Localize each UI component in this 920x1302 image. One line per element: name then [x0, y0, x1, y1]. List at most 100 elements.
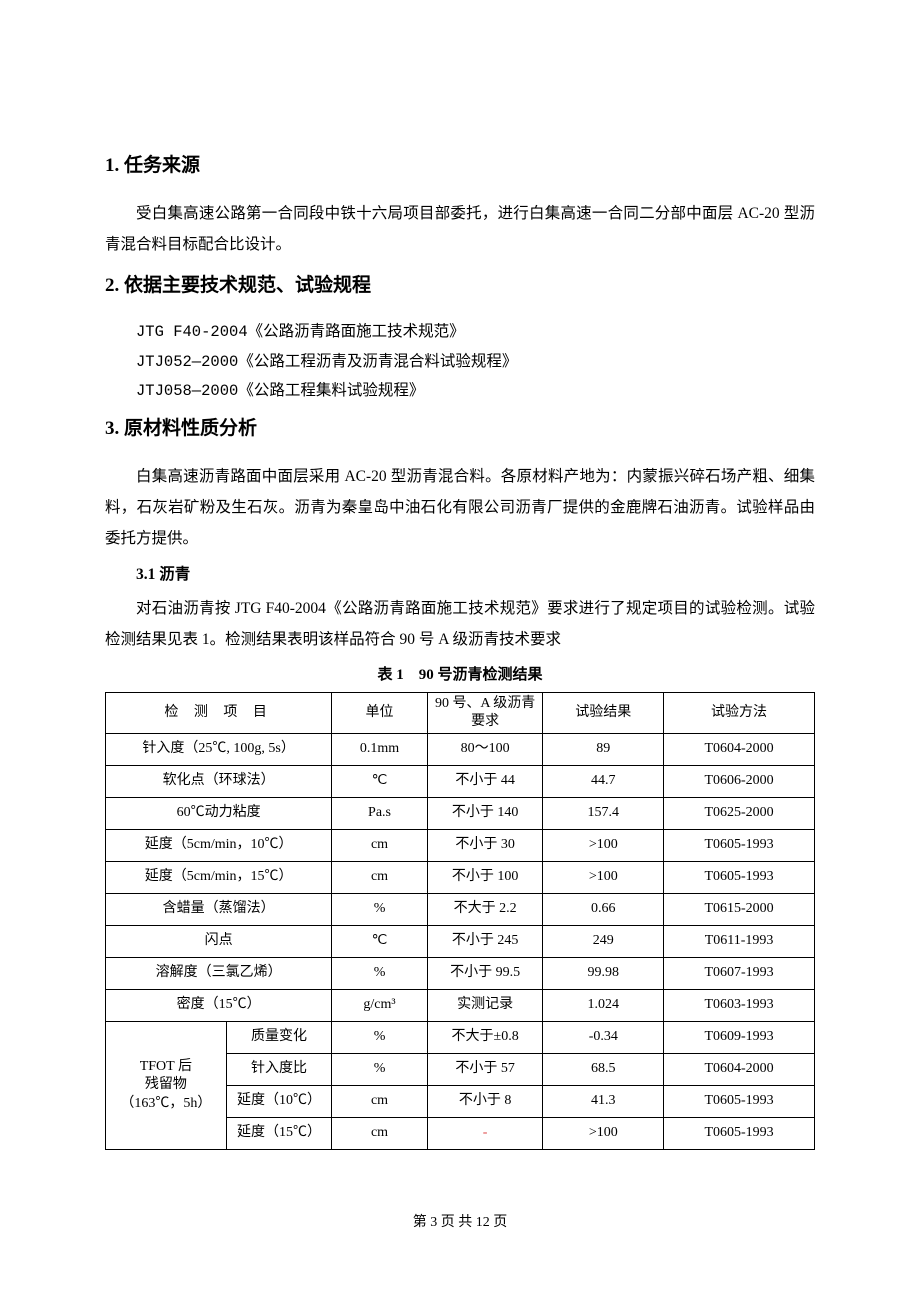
cell-method: T0611-1993: [664, 925, 815, 957]
heading-1-title: 任务来源: [124, 155, 200, 176]
cell-res: 41.3: [543, 1085, 664, 1117]
cell-req: 不小于 99.5: [427, 957, 543, 989]
cell-res: 44.7: [543, 765, 664, 797]
th-item: 检 测 项 目: [106, 692, 332, 733]
cell-res: 99.98: [543, 957, 664, 989]
cell-req: 不小于 57: [427, 1053, 543, 1085]
cell-item: 针入度（25℃, 100g, 5s）: [106, 733, 332, 765]
cell-res: 89: [543, 733, 664, 765]
cell-method: T0603-1993: [664, 989, 815, 1021]
cell-unit: ℃: [332, 925, 428, 957]
cell-res: -0.34: [543, 1021, 664, 1053]
cell-item: 含蜡量（蒸馏法）: [106, 893, 332, 925]
cell-item: 延度（15℃）: [226, 1117, 332, 1149]
cell-item: 延度（5cm/min，15℃）: [106, 861, 332, 893]
cell-unit: g/cm³: [332, 989, 428, 1021]
cell-item: 60℃动力粘度: [106, 797, 332, 829]
cell-unit: %: [332, 957, 428, 989]
cell-unit: %: [332, 1053, 428, 1085]
para-3-1: 对石油沥青按 JTG F40-2004《公路沥青路面施工技术规范》要求进行了规定…: [105, 593, 815, 655]
cell-method: T0604-2000: [664, 733, 815, 765]
cell-unit: Pa.s: [332, 797, 428, 829]
cell-method: T0615-2000: [664, 893, 815, 925]
spec-line-1: JTG F40-2004《公路沥青路面施工技术规范》: [136, 318, 815, 347]
heading-2: 2. 依据主要技术规范、试验规程: [105, 268, 815, 304]
table-row: TFOT 后 残留物 （163℃，5h） 质量变化%不大于±0.8-0.34T0…: [106, 1021, 815, 1053]
cell-res: >100: [543, 829, 664, 861]
cell-unit: ℃: [332, 765, 428, 797]
th-res: 试验结果: [543, 692, 664, 733]
table-row: 含蜡量（蒸馏法）%不大于 2.20.66T0615-2000: [106, 893, 815, 925]
page-footer: 第 3 页 共 12 页: [0, 1210, 920, 1237]
cell-res: 68.5: [543, 1053, 664, 1085]
th-req: 90 号、A 级沥青要求: [427, 692, 543, 733]
table-row: 闪点℃不小于 245249T0611-1993: [106, 925, 815, 957]
para-1: 受白集高速公路第一合同段中铁十六局项目部委托，进行白集高速一合同二分部中面层 A…: [105, 198, 815, 260]
cell-unit: %: [332, 1021, 428, 1053]
subheading-3-1: 3.1 沥青: [105, 560, 815, 589]
heading-3-num: 3.: [105, 418, 119, 439]
spec-line-2: JTJ052—2000《公路工程沥青及沥青混合料试验规程》: [136, 348, 815, 377]
cell-res: >100: [543, 861, 664, 893]
cell-req: 不小于 245: [427, 925, 543, 957]
cell-req: 实测记录: [427, 989, 543, 1021]
cell-item: 质量变化: [226, 1021, 332, 1053]
cell-item: 闪点: [106, 925, 332, 957]
cell-req: 80～100: [427, 733, 543, 765]
cell-res: 0.66: [543, 893, 664, 925]
table-row: 软化点（环球法）℃不小于 4444.7T0606-2000: [106, 765, 815, 797]
para-3: 白集高速沥青路面中面层采用 AC-20 型沥青混合料。各原材料产地为：内蒙振兴碎…: [105, 461, 815, 554]
cell-req: 不大于 2.2: [427, 893, 543, 925]
cell-item: 密度（15℃）: [106, 989, 332, 1021]
cell-unit: cm: [332, 1117, 428, 1149]
cell-unit: 0.1mm: [332, 733, 428, 765]
cell-unit: cm: [332, 861, 428, 893]
table-row: 延度（5cm/min，10℃）cm不小于 30>100T0605-1993: [106, 829, 815, 861]
heading-1-num: 1.: [105, 155, 119, 176]
cell-method: T0607-1993: [664, 957, 815, 989]
cell-method: T0604-2000: [664, 1053, 815, 1085]
table-row: 延度（5cm/min，15℃）cm不小于 100>100T0605-1993: [106, 861, 815, 893]
cell-item: 软化点（环球法）: [106, 765, 332, 797]
cell-unit: cm: [332, 829, 428, 861]
cell-group-label: TFOT 后 残留物 （163℃，5h）: [106, 1021, 227, 1149]
heading-2-num: 2.: [105, 275, 119, 296]
heading-3-title: 原材料性质分析: [124, 418, 257, 439]
table-header-row: 检 测 项 目 单位 90 号、A 级沥青要求 试验结果 试验方法: [106, 692, 815, 733]
asphalt-test-table: 检 测 项 目 单位 90 号、A 级沥青要求 试验结果 试验方法 针入度（25…: [105, 692, 815, 1150]
cell-unit: %: [332, 893, 428, 925]
cell-req: 不大于±0.8: [427, 1021, 543, 1053]
heading-3: 3. 原材料性质分析: [105, 411, 815, 447]
th-method: 试验方法: [664, 692, 815, 733]
cell-res: 1.024: [543, 989, 664, 1021]
cell-item: 延度（10℃）: [226, 1085, 332, 1117]
cell-method: T0605-1993: [664, 1117, 815, 1149]
cell-unit: cm: [332, 1085, 428, 1117]
cell-method: T0606-2000: [664, 765, 815, 797]
table-row: 60℃动力粘度Pa.s不小于 140157.4T0625-2000: [106, 797, 815, 829]
cell-req: 不小于 8: [427, 1085, 543, 1117]
cell-res: >100: [543, 1117, 664, 1149]
cell-method: T0609-1993: [664, 1021, 815, 1053]
heading-2-title: 依据主要技术规范、试验规程: [124, 275, 371, 296]
cell-req: 不小于 30: [427, 829, 543, 861]
cell-method: T0625-2000: [664, 797, 815, 829]
cell-method: T0605-1993: [664, 1085, 815, 1117]
spec-line-3: JTJ058—2000《公路工程集料试验规程》: [136, 377, 815, 406]
heading-1: 1. 任务来源: [105, 148, 815, 184]
table-row: 密度（15℃）g/cm³实测记录1.024T0603-1993: [106, 989, 815, 1021]
cell-req: 不小于 44: [427, 765, 543, 797]
table-row: 溶解度（三氯乙烯）%不小于 99.599.98T0607-1993: [106, 957, 815, 989]
th-unit: 单位: [332, 692, 428, 733]
cell-res: 157.4: [543, 797, 664, 829]
cell-method: T0605-1993: [664, 829, 815, 861]
cell-res: 249: [543, 925, 664, 957]
cell-method: T0605-1993: [664, 861, 815, 893]
cell-item: 针入度比: [226, 1053, 332, 1085]
table-caption: 表 1 90 号沥青检测结果: [105, 661, 815, 690]
cell-req: 不小于 140: [427, 797, 543, 829]
cell-item: 溶解度（三氯乙烯）: [106, 957, 332, 989]
cell-req: -: [427, 1117, 543, 1149]
cell-item: 延度（5cm/min，10℃）: [106, 829, 332, 861]
cell-req: 不小于 100: [427, 861, 543, 893]
